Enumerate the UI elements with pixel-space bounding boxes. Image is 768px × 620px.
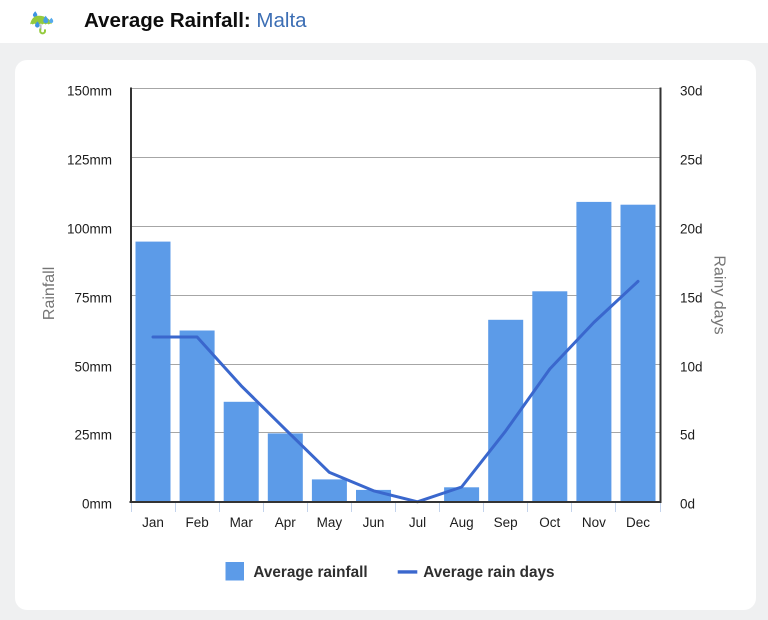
svg-text:25mm: 25mm <box>74 428 112 443</box>
svg-text:15d: 15d <box>680 291 703 306</box>
svg-text:75mm: 75mm <box>74 291 112 306</box>
svg-text:Average rainfall: Average rainfall <box>253 564 367 581</box>
svg-text:Average rain days: Average rain days <box>423 564 554 581</box>
svg-text:125mm: 125mm <box>67 153 112 168</box>
svg-text:Jan: Jan <box>142 515 164 530</box>
svg-text:Apr: Apr <box>275 515 297 530</box>
svg-text:5d: 5d <box>680 428 695 443</box>
svg-text:May: May <box>317 515 343 530</box>
svg-text:25d: 25d <box>680 153 703 168</box>
svg-text:Rainfall: Rainfall <box>41 267 58 320</box>
svg-text:Jul: Jul <box>409 515 426 530</box>
svg-text:10d: 10d <box>680 360 703 375</box>
svg-text:Dec: Dec <box>626 515 650 530</box>
svg-text:30d: 30d <box>680 84 703 99</box>
svg-text:20d: 20d <box>680 222 703 237</box>
svg-text:Sep: Sep <box>494 515 518 530</box>
svg-text:Jun: Jun <box>363 515 385 530</box>
svg-text:Nov: Nov <box>582 515 606 530</box>
svg-text:Mar: Mar <box>230 515 254 530</box>
svg-text:150mm: 150mm <box>67 84 112 99</box>
svg-text:Aug: Aug <box>450 515 474 530</box>
svg-text:Rainy days: Rainy days <box>711 255 728 334</box>
svg-text:0mm: 0mm <box>82 497 112 512</box>
svg-text:100mm: 100mm <box>67 222 112 237</box>
svg-text:Oct: Oct <box>539 515 560 530</box>
svg-text:0d: 0d <box>680 497 695 512</box>
svg-text:Feb: Feb <box>185 515 208 530</box>
svg-text:50mm: 50mm <box>74 360 112 375</box>
